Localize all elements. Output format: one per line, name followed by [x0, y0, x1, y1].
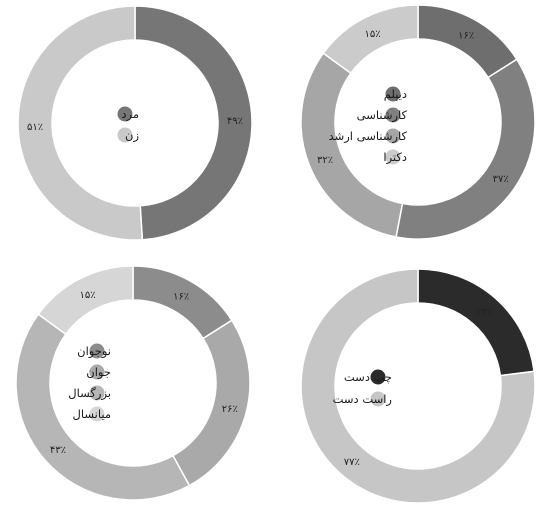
- donut-slice[interactable]: [300, 52, 404, 238]
- handedness-donut-chart: ۲۳٪ ۷۷٪ چپ دست راست دست: [300, 268, 536, 504]
- donut-slice[interactable]: [395, 58, 536, 240]
- education-donut-chart: ۱۶٪ ۳۷٪ ۳۲٪ ۱۵٪ دیپلم کارشناسی کارشناسی ارشد دک…: [300, 4, 536, 240]
- donut-slice[interactable]: [417, 268, 535, 377]
- legend-label: کارشناسی ارشد: [329, 129, 408, 144]
- slice-percent-label: ۱۶٪: [173, 291, 189, 302]
- legend-label: جوان: [86, 365, 111, 380]
- donut-slice[interactable]: [15, 313, 191, 501]
- legend-label: مرد: [121, 107, 139, 122]
- legend-label: راست دست: [333, 392, 392, 407]
- slice-percent-label: ۳۷٪: [493, 174, 509, 185]
- age-group-donut-chart: ۱۶٪ ۲۶٪ ۴۳٪ ۱۵٪ نوجوان جوان بزرگسال میانسال: [15, 265, 251, 501]
- slice-percent-label: ۲۳٪: [476, 307, 492, 318]
- legend-swatch: [385, 128, 401, 144]
- legend-swatch: [89, 364, 105, 380]
- legend-swatch: [117, 106, 133, 122]
- gender-donut-chart: ۴۹٪ ۵۱٪ مرد زن: [17, 5, 253, 241]
- slice-percent-label: ۱۵٪: [365, 29, 381, 40]
- slice-percent-label: ۵۱٪: [27, 122, 43, 133]
- legend-label: نوجوان: [77, 344, 111, 359]
- slice-percent-label: ۴۹٪: [227, 116, 243, 127]
- slice-percent-label: ۱۵٪: [80, 290, 96, 301]
- legend-label: میانسال: [73, 407, 111, 421]
- legend-swatch: [385, 86, 401, 102]
- donut-slice[interactable]: [37, 265, 134, 336]
- legend-swatch: [89, 406, 105, 422]
- legend-label: دیپلم: [384, 87, 407, 101]
- slice-percent-label: ۱۶٪: [458, 30, 474, 41]
- donut-slice[interactable]: [17, 5, 144, 241]
- slice-percent-label: ۴۳٪: [50, 445, 66, 456]
- donut-slice[interactable]: [171, 319, 251, 487]
- legend-swatch: [89, 343, 105, 359]
- slice-percent-label: ۷۷٪: [344, 457, 360, 468]
- slice-percent-label: ۳۲٪: [317, 155, 333, 166]
- slice-percent-label: ۲۶٪: [222, 404, 238, 415]
- donut-slice[interactable]: [322, 4, 419, 75]
- donut-slice[interactable]: [300, 268, 536, 504]
- legend-label: زن: [125, 128, 139, 143]
- legend-label: کارشناسی: [357, 108, 408, 123]
- donut-slice[interactable]: [134, 5, 253, 241]
- legend-swatch: [370, 369, 386, 385]
- legend-swatch: [385, 149, 401, 165]
- legend-swatch: [370, 391, 386, 407]
- legend-label: دکترا: [383, 150, 407, 165]
- legend-label: چپ دست: [344, 370, 392, 384]
- legend-swatch: [385, 107, 401, 123]
- legend-label: بزرگسال: [68, 386, 111, 401]
- legend-swatch: [89, 385, 105, 401]
- legend-swatch: [117, 127, 133, 143]
